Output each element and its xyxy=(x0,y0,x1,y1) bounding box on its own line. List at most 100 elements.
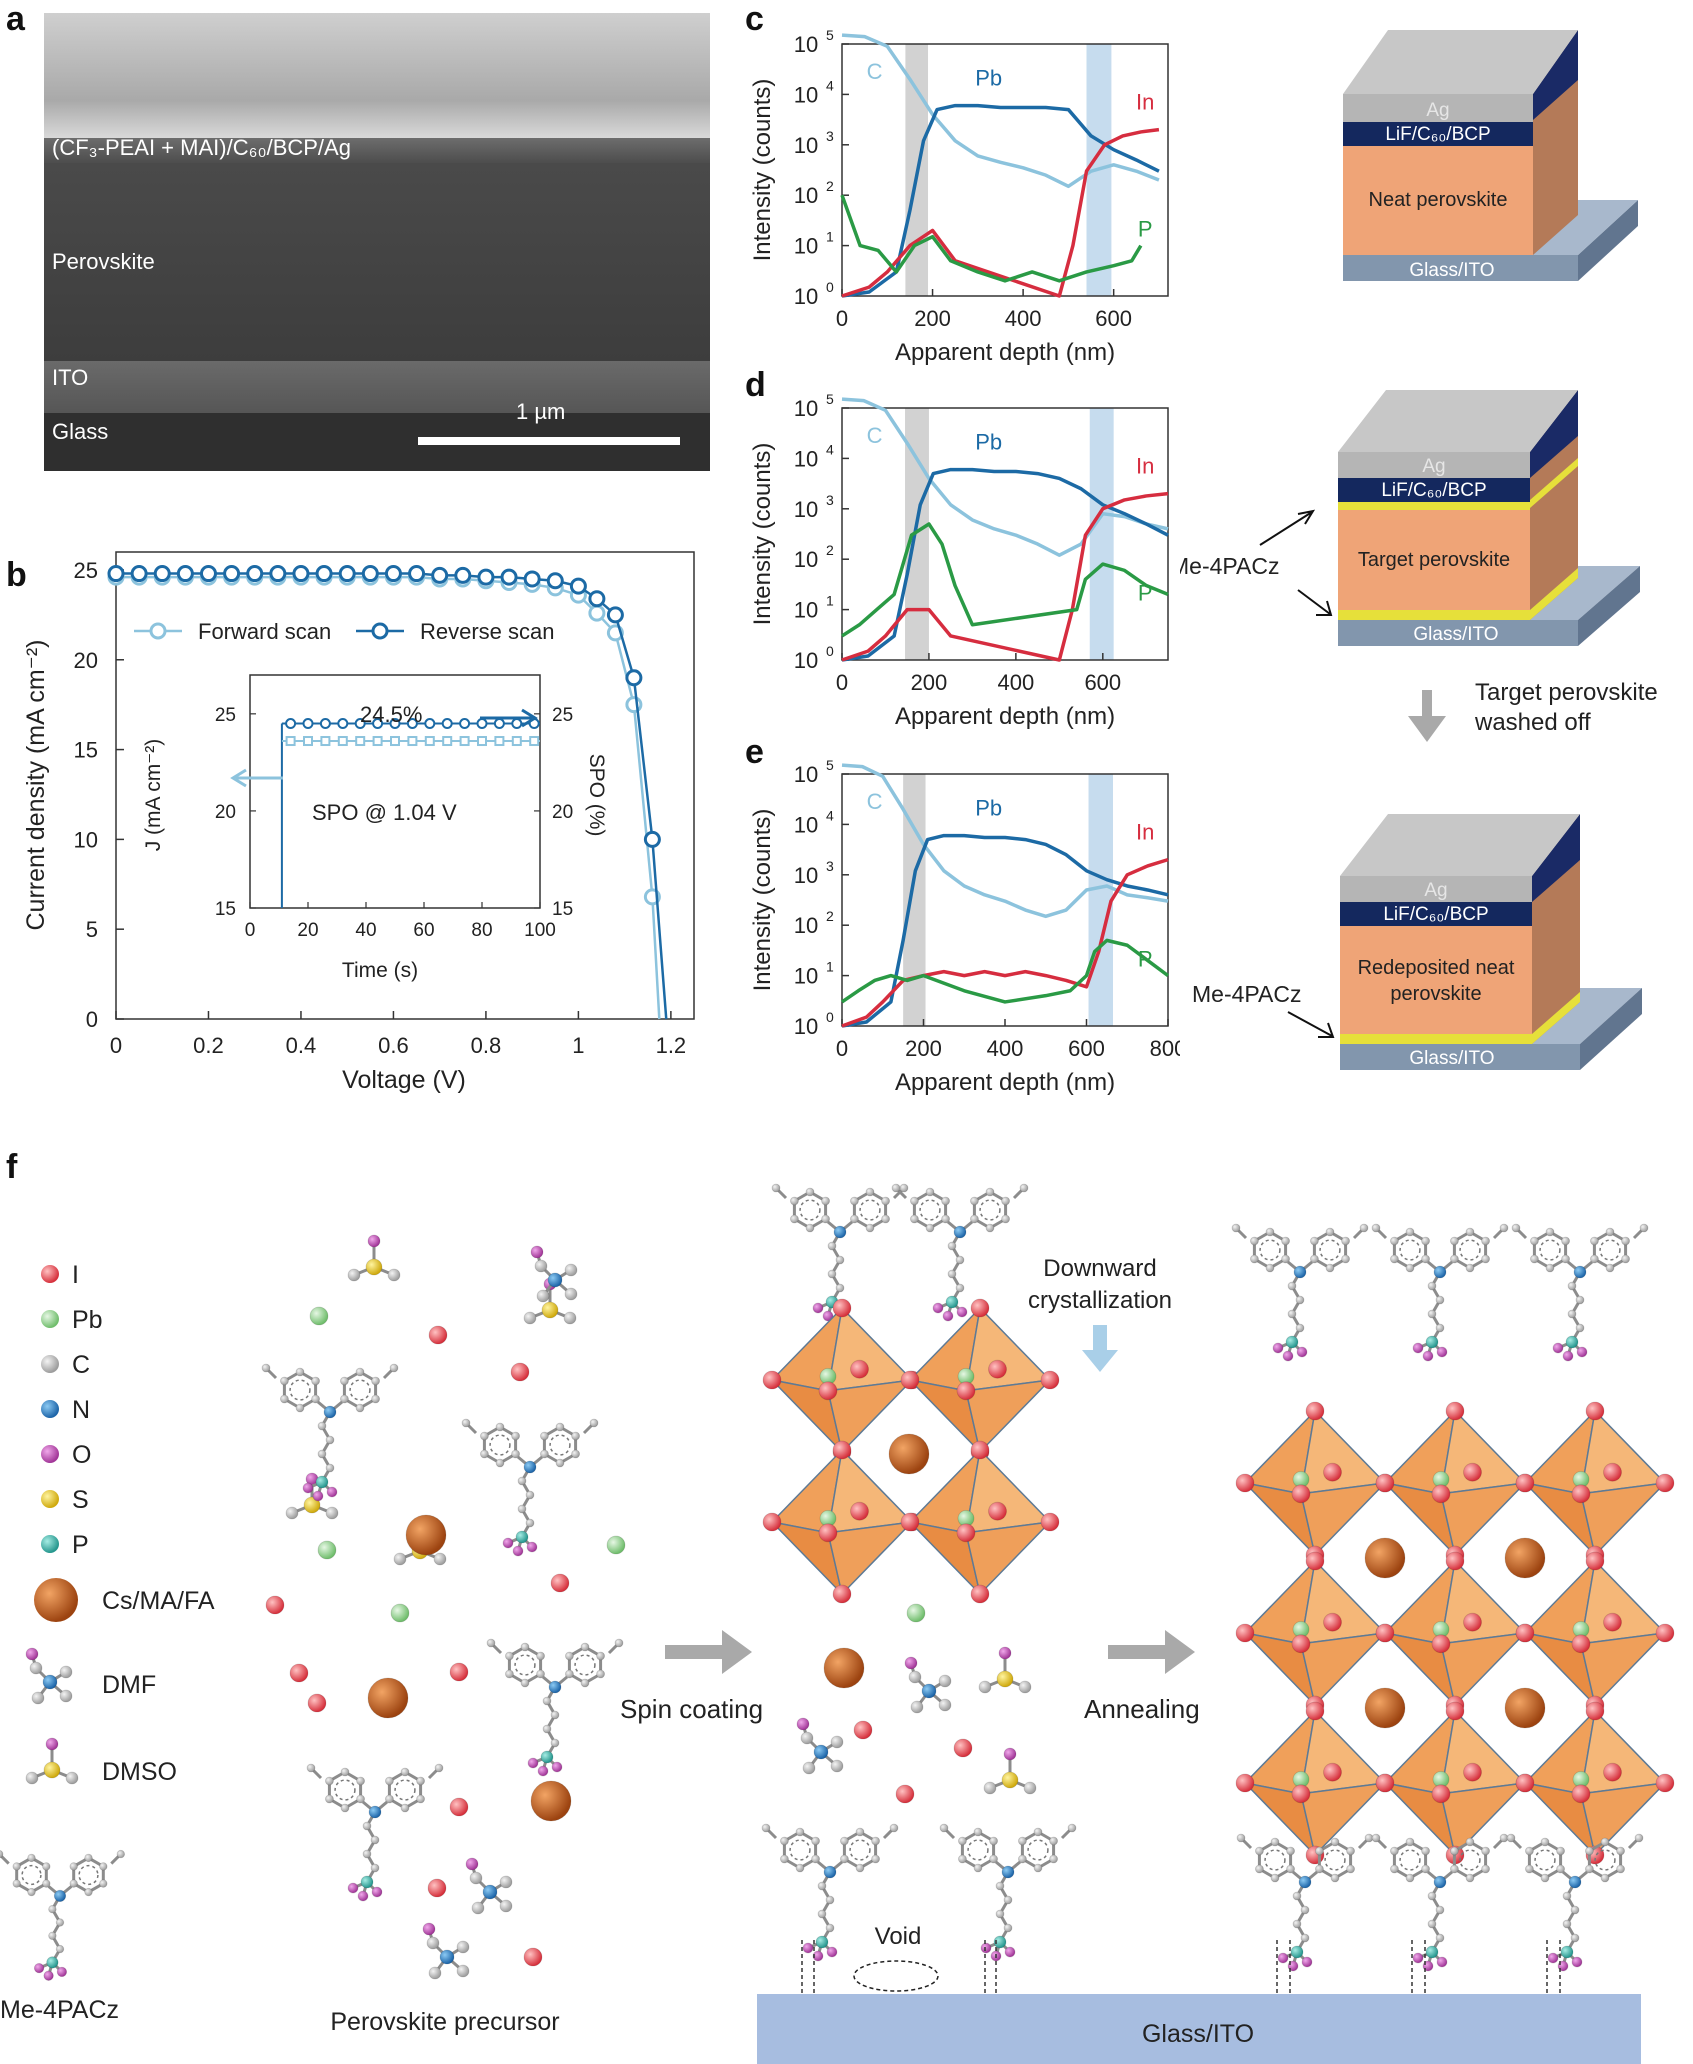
atom-i xyxy=(1305,1701,1325,1721)
atom-c xyxy=(495,1458,505,1468)
jv-point-reverse xyxy=(606,606,624,624)
atom-c xyxy=(589,1418,599,1428)
atom-o xyxy=(942,1310,954,1322)
atom-c xyxy=(261,1363,271,1373)
sims-ytick-exp: 0 xyxy=(826,1009,834,1025)
atom-c xyxy=(42,1879,51,1888)
sims-ytick-exp: 1 xyxy=(826,229,834,245)
atom-c xyxy=(1575,1323,1585,1333)
atom-c xyxy=(542,1724,552,1734)
atom-o xyxy=(802,1942,814,1954)
atom-c xyxy=(790,1214,799,1224)
sims-ytick-exp: 4 xyxy=(826,807,834,823)
sims-chart-d: 0 200 400 600 10 0 10 1 10 2 10 3 10 4 10 5 Intensity (c… xyxy=(749,391,1169,730)
sims-line-p xyxy=(841,938,1170,1004)
sims-line-p xyxy=(841,522,1169,638)
sims-xtick-label: 0 xyxy=(836,670,848,695)
atom-c xyxy=(340,1394,349,1404)
atom-c xyxy=(1287,1281,1297,1291)
stack-d-sam-bot xyxy=(1338,610,1530,620)
atom-c xyxy=(511,1431,520,1441)
sims-xtick-label: 200 xyxy=(911,670,948,695)
atom-c xyxy=(27,1887,36,1897)
aromatic-ring xyxy=(514,1654,536,1676)
atom-i xyxy=(428,1325,448,1345)
atom-c xyxy=(910,1196,919,1206)
octahedron-face xyxy=(965,1520,1053,1596)
atom-c xyxy=(29,1661,43,1675)
atom-c xyxy=(811,1836,820,1846)
atom-c xyxy=(69,1862,78,1871)
atom-c xyxy=(596,1651,605,1661)
atom-c xyxy=(355,1367,365,1377)
inset-ylabel-left: J (mA cm⁻²) xyxy=(142,739,165,852)
atom-i xyxy=(818,1381,838,1401)
inset-ytick-label-right: 20 xyxy=(552,802,573,823)
stack-d-glass-front xyxy=(1338,620,1578,646)
atom-c xyxy=(1292,1891,1302,1901)
sims-ytick-exp: 5 xyxy=(826,391,834,407)
atom-c xyxy=(1561,1254,1570,1264)
atom-c xyxy=(311,1376,320,1386)
atom-c xyxy=(1287,1309,1297,1319)
sims-line-in xyxy=(841,857,1169,1028)
atom-i xyxy=(1655,1623,1675,1643)
atom-c xyxy=(800,1731,814,1745)
atom-c xyxy=(1341,1254,1350,1264)
atom-c xyxy=(925,1187,935,1197)
atom-c xyxy=(1634,1833,1644,1843)
atom-c xyxy=(1530,1236,1539,1246)
atom-c xyxy=(1325,1227,1335,1237)
inset-ytick-label-right: 25 xyxy=(552,705,573,726)
atom-c xyxy=(1310,1254,1319,1264)
atom-c xyxy=(1600,1837,1610,1847)
inset-point-spo xyxy=(285,718,297,730)
atom-o xyxy=(512,1545,524,1557)
legend-dmf-molecule xyxy=(25,1647,73,1705)
atom-c xyxy=(520,1642,530,1652)
stack-e-pero-front xyxy=(1340,926,1532,1034)
atom-n xyxy=(368,1805,382,1819)
stack-e-side-ag xyxy=(1532,814,1580,902)
sims-ytick-exp: 2 xyxy=(826,542,834,558)
atom-c xyxy=(505,1651,514,1661)
atom-c xyxy=(1435,1323,1445,1333)
panel-a-letter: a xyxy=(6,0,25,38)
scale-bar xyxy=(418,437,680,445)
atom-c xyxy=(317,1449,327,1459)
jv-ytick-label: 15 xyxy=(74,738,98,763)
spin-coating-label: Spin coating xyxy=(620,1694,763,1724)
atom-i xyxy=(1375,1773,1395,1793)
atom-c xyxy=(811,1854,820,1864)
atom-i xyxy=(1431,1784,1451,1804)
atom-c xyxy=(1033,1863,1043,1873)
inset-point-j xyxy=(390,736,400,747)
atom-o xyxy=(1571,1956,1583,1968)
wash-text-1: Target perovskite xyxy=(1475,679,1658,706)
atom-i xyxy=(1305,1401,1325,1421)
atom-c xyxy=(1540,1837,1550,1847)
sims-line-in xyxy=(841,127,1160,298)
atom-c xyxy=(1405,1263,1415,1273)
atom-c xyxy=(840,1836,849,1846)
atom-n xyxy=(53,1889,67,1903)
atom-o xyxy=(551,1761,563,1773)
atom-i xyxy=(1375,1623,1395,1643)
atom-c xyxy=(1281,1254,1290,1264)
atom-c xyxy=(1481,1236,1490,1246)
atom-c xyxy=(536,1669,545,1679)
atom-p xyxy=(315,1475,329,1489)
atom-o xyxy=(465,1857,479,1871)
atom-c xyxy=(1556,1846,1565,1856)
atom-c xyxy=(550,1710,560,1720)
inset-point-spo xyxy=(389,718,401,730)
jv-point-reverse xyxy=(408,565,426,583)
atom-c xyxy=(69,1879,78,1888)
atom-c xyxy=(325,1794,334,1804)
jv-ytick-label: 20 xyxy=(74,648,98,673)
atom-c xyxy=(795,1863,805,1873)
atom-c xyxy=(1033,1827,1043,1837)
stack-c: Ag LiF/C₆₀/BCP Neat perovskite Glass/ITO xyxy=(1343,30,1638,281)
atom-c xyxy=(1530,1254,1539,1264)
atom-c xyxy=(555,1458,565,1468)
